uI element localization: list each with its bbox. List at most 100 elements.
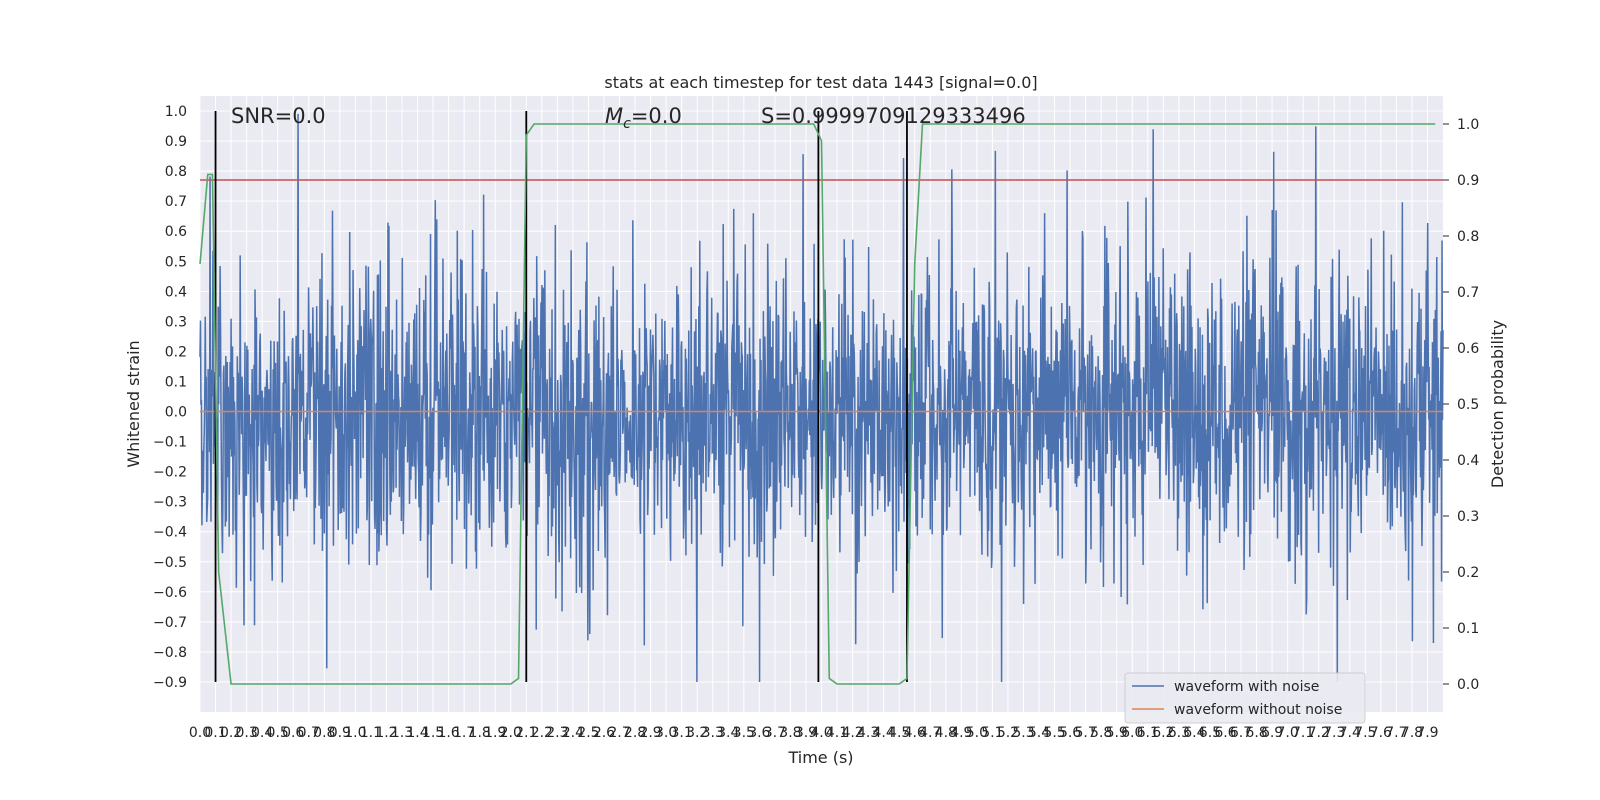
x-tick-label: 3.1: [671, 725, 693, 741]
y2-tick-label: 0.4: [1457, 453, 1479, 469]
x-tick-label: 6.2: [1152, 725, 1174, 741]
legend-box: [1124, 672, 1366, 724]
y-tick-label: −0.1: [153, 435, 187, 451]
x-tick-label: 1.7: [453, 725, 475, 741]
y2-axis-label: Detection probability: [1488, 320, 1507, 488]
x-tick-label: 7.2: [1308, 725, 1330, 741]
x-tick-label: 6.0: [1121, 725, 1143, 741]
x-tick-label: 5.0: [966, 725, 988, 741]
x-tick-label: 5.3: [1012, 725, 1034, 741]
x-tick-label: 2.0: [500, 725, 522, 741]
overlay-lines: [199, 111, 1443, 685]
x-tick-label: 6.5: [1199, 725, 1221, 741]
x-tick-label: 1.5: [422, 725, 444, 741]
x-tick-label: 4.5: [888, 725, 910, 741]
x-tick-label: 1.4: [406, 725, 428, 741]
x-tick-label: 1.9: [484, 725, 506, 741]
x-tick-label: 5.2: [997, 725, 1019, 741]
noise-series: [199, 114, 1444, 682]
x-tick-label: 6.8: [1245, 725, 1267, 741]
x-tick-label: 3.3: [702, 725, 724, 741]
y2-ticks: 1.0 0.9 0.8 0.7 0.6 0.5 0.4 0.3 0.2 0.1 0.0: [1443, 117, 1479, 693]
x-tick-label: 1.3: [391, 725, 413, 741]
x-tick-label: 5.1: [981, 725, 1003, 741]
y2-tick-label: 1.0: [1457, 117, 1479, 133]
mc-annotation: Mc=0.0: [605, 104, 682, 132]
y-tick-label: −0.3: [153, 495, 187, 511]
series-waveform-with-noise: [199, 114, 1444, 682]
x-tick-label: 5.8: [1090, 725, 1112, 741]
x-tick-label: 5.6: [1059, 725, 1081, 741]
x-tick-label: 5.4: [1028, 725, 1050, 741]
x-tick-label: 7.5: [1354, 725, 1376, 741]
y-tick-label: 1.0: [165, 104, 187, 120]
x-tick-label: 7.8: [1401, 725, 1423, 741]
x-tick-label: 5.5: [1043, 725, 1065, 741]
y-tick-label: 0.1: [165, 374, 187, 390]
x-tick-label: 6.7: [1230, 725, 1252, 741]
y-tick-label: 0.3: [165, 314, 187, 330]
x-tick-label: 6.3: [1168, 725, 1190, 741]
x-tick-label: 0.3: [235, 725, 257, 741]
y-ticks: 1.0 0.9 0.8 0.7 0.6 0.5 0.4 0.3 0.2 0.1 0.0 −0.1 −0.…: [153, 104, 187, 691]
y2-tick-label: 0.6: [1457, 341, 1479, 357]
y2-tick-label: 0.2: [1457, 565, 1479, 581]
x-tick-label: 4.6: [904, 725, 926, 741]
y-tick-label: 0.7: [165, 194, 187, 210]
y-tick-label: 0.4: [165, 284, 187, 300]
y-tick-label: −0.8: [153, 645, 187, 661]
y-tick-label: 0.0: [165, 405, 187, 421]
x-tick-label: 4.0: [810, 725, 832, 741]
y-axis-label: Whitened strain: [124, 340, 143, 467]
chart-title: stats at each timestep for test data 144…: [604, 73, 1037, 92]
x-tick-label: 5.7: [1075, 725, 1097, 741]
x-tick-label: 2.2: [531, 725, 553, 741]
y2-tick-label: 0.3: [1457, 509, 1479, 525]
x-tick-label: 6.6: [1214, 725, 1236, 741]
y2-tick-label: 0.8: [1457, 229, 1479, 245]
x-tick-label: 0.4: [251, 725, 273, 741]
x-tick-label: 2.5: [577, 725, 599, 741]
legend-label-clean: waveform without noise: [1174, 702, 1342, 718]
x-tick-label: 3.8: [779, 725, 801, 741]
x-tick-label: 7.6: [1370, 725, 1392, 741]
x-tick-label: 3.6: [748, 725, 770, 741]
x-tick-label: 2.6: [593, 725, 615, 741]
y-tick-label: −0.9: [153, 675, 187, 691]
mc-subscript: c: [623, 116, 631, 132]
x-tick-label: 0.8: [313, 725, 335, 741]
x-tick-label: 3.7: [764, 725, 786, 741]
x-ticks: 0.00.10.20.30.40.50.60.70.80.91.01.11.21…: [189, 725, 1439, 741]
x-tick-label: 3.4: [717, 725, 739, 741]
series-detection-probability: [199, 123, 1436, 685]
y-tick-label: 0.8: [165, 164, 187, 180]
y-tick-label: −0.4: [153, 525, 187, 541]
y-tick-label: 0.6: [165, 224, 187, 240]
x-tick-label: 4.9: [950, 725, 972, 741]
x-tick-label: 0.1: [204, 725, 226, 741]
legend-label-noise: waveform with noise: [1174, 679, 1319, 695]
x-tick-label: 5.9: [1106, 725, 1128, 741]
x-tick-label: 3.9: [795, 725, 817, 741]
x-tick-label: 7.0: [1276, 725, 1298, 741]
y-tick-label: −0.6: [153, 585, 187, 601]
x-tick-label: 7.3: [1323, 725, 1345, 741]
mc-symbol: M: [605, 104, 623, 128]
y-tick-label: 0.9: [165, 134, 187, 150]
x-tick-label: 1.0: [344, 725, 366, 741]
x-tick-label: 1.6: [437, 725, 459, 741]
x-tick-label: 0.5: [267, 725, 289, 741]
legend: waveform with noise waveform without noi…: [1124, 672, 1366, 724]
y2-tick-label: 0.0: [1457, 677, 1479, 693]
y2-tick-label: 0.5: [1457, 397, 1479, 413]
x-tick-label: 1.1: [360, 725, 382, 741]
x-tick-label: 2.8: [624, 725, 646, 741]
x-tick-label: 2.7: [608, 725, 630, 741]
x-tick-label: 3.0: [655, 725, 677, 741]
x-tick-label: 3.5: [733, 725, 755, 741]
y2-tick-label: 0.9: [1457, 173, 1479, 189]
x-tick-label: 0.6: [282, 725, 304, 741]
x-tick-label: 7.4: [1339, 725, 1361, 741]
x-tick-label: 2.3: [546, 725, 568, 741]
